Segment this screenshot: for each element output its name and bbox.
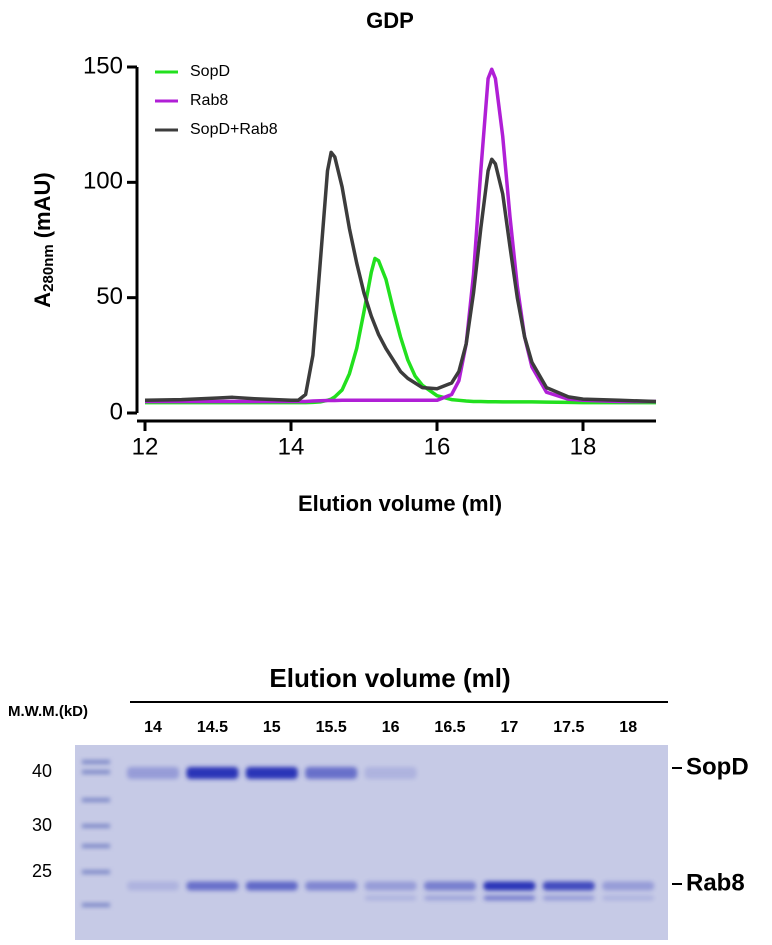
gel: Elution volume (ml) M.W.M.(kD) SopD Rab8… [8, 663, 749, 940]
band-label: SopD [686, 753, 749, 780]
gel-band [364, 767, 417, 779]
marker-size: 30 [32, 815, 52, 835]
marker-band [82, 870, 110, 874]
plot: 0 50 100 150 12 14 16 18 SopD Rab8 SopD+Rab8 [83, 52, 657, 460]
gel-band [542, 895, 595, 901]
gel-band [127, 881, 179, 891]
y-label-subscript: 280nm [40, 244, 57, 292]
gel-band [364, 881, 417, 891]
gel-band [602, 895, 655, 901]
gel-title: Elution volume (ml) [269, 663, 510, 693]
gel-band [483, 895, 536, 901]
gel-band [305, 767, 358, 779]
gel-band [424, 895, 476, 901]
gel-band [186, 881, 239, 891]
y-axis-label: A280nm (mAU) [30, 172, 57, 307]
gel-band [364, 895, 417, 901]
lane-label: 14.5 [197, 719, 228, 736]
marker-band [82, 798, 110, 802]
gel-band [127, 767, 179, 779]
gel-band [186, 767, 239, 779]
lane-label: 16.5 [434, 719, 465, 736]
marker-label: M.W.M.(kD) [8, 703, 88, 720]
marker-size: 25 [32, 861, 52, 881]
marker-band [82, 770, 110, 774]
legend-label: Rab8 [190, 92, 228, 109]
series-line [145, 256, 656, 405]
x-tick-label: 18 [570, 433, 597, 460]
y-tick-label: 150 [83, 52, 123, 79]
lane-label: 15.5 [316, 719, 347, 736]
lane-label: 16 [382, 719, 400, 736]
x-tick-label: 16 [424, 433, 451, 460]
legend-label: SopD [190, 63, 230, 80]
gel-band [245, 881, 298, 891]
lane-label: 15 [263, 719, 281, 736]
gel-band [424, 881, 476, 891]
marker-band [82, 844, 110, 848]
y-tick-label: 50 [96, 283, 123, 310]
chart-title: GDP [366, 8, 414, 33]
marker-band [82, 824, 110, 828]
gel-band [602, 881, 655, 891]
lane-label: 18 [619, 719, 637, 736]
x-tick-label: 14 [278, 433, 305, 460]
marker-band [82, 903, 110, 907]
y-label-main: A [30, 292, 55, 308]
series-line [145, 67, 656, 404]
lane-label: 17 [501, 719, 519, 736]
lane-label: 14 [144, 719, 162, 736]
legend-label: SopD+Rab8 [190, 121, 278, 138]
lane-label: 17.5 [553, 719, 584, 736]
y-tick-label: 0 [110, 398, 123, 425]
marker-size: 40 [32, 761, 52, 781]
gel-band [483, 881, 536, 891]
x-axis-label: Elution volume (ml) [298, 491, 502, 516]
gel-band [305, 881, 358, 891]
x-tick-label: 12 [132, 433, 159, 460]
marker-band [82, 760, 110, 764]
y-label-suffix: (mAU) [30, 172, 55, 238]
gel-band [245, 767, 298, 779]
band-label: Rab8 [686, 869, 745, 896]
series-line [144, 150, 657, 404]
gel-band [542, 881, 595, 891]
y-tick-label: 100 [83, 168, 123, 195]
